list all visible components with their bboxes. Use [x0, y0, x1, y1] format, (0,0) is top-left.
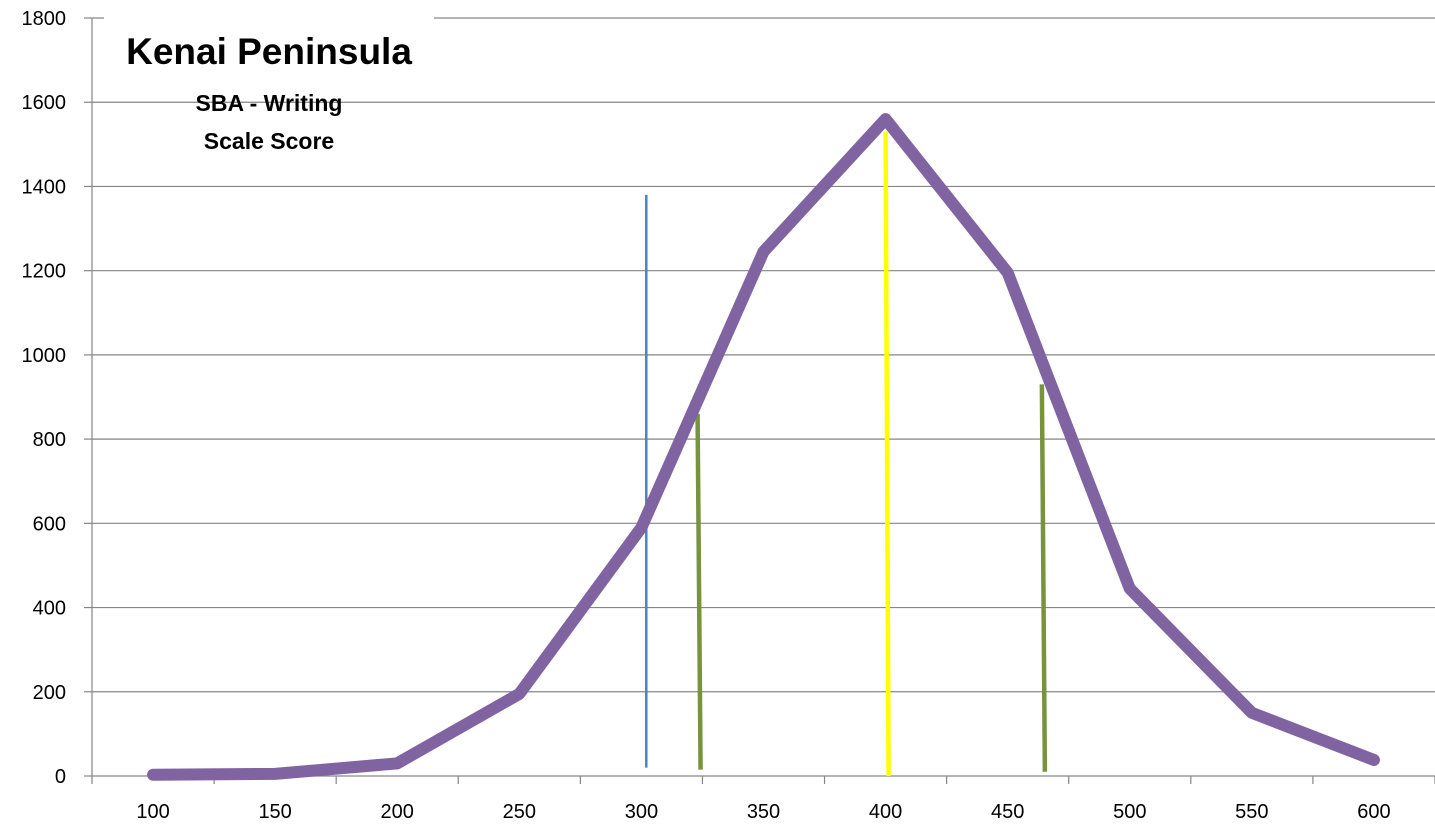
- x-tick-label-550: 550: [1235, 801, 1268, 823]
- y-tick-label-800: 800: [33, 429, 66, 451]
- x-tick-label-600: 600: [1357, 801, 1390, 823]
- chart-subtitle-line-2: Scale Score: [203, 128, 335, 154]
- x-tick-label-450: 450: [991, 801, 1024, 823]
- reference-lines: [645, 131, 1048, 777]
- data-series: [147, 113, 1380, 781]
- y-tick-label-400: 400: [33, 598, 66, 620]
- y-tick-label-1800: 1800: [22, 8, 67, 30]
- gridlines: [92, 17, 1435, 693]
- x-tick-label-200: 200: [381, 801, 414, 823]
- reference-line-2: [695, 413, 703, 770]
- y-tick-label-1600: 1600: [22, 92, 67, 114]
- y-tick-label-1400: 1400: [22, 176, 67, 198]
- y-tick-label-1000: 1000: [22, 345, 67, 367]
- x-tick-label-500: 500: [1113, 801, 1146, 823]
- y-tick-label-0: 0: [55, 766, 66, 788]
- x-tick-label-350: 350: [747, 801, 780, 823]
- y-tick-label-200: 200: [33, 682, 66, 704]
- chart-title-box: [104, 16, 434, 100]
- x-tick-label-100: 100: [136, 801, 169, 823]
- chart-subtitle-line-1: SBA - Writing: [195, 90, 343, 116]
- x-tick-labels: 100 150 200 250 300 350 400 450 500 550 600: [136, 801, 1390, 823]
- x-tick-label-250: 250: [503, 801, 536, 823]
- reference-line-3: [883, 131, 891, 777]
- y-tick-labels: 0 200 400 600 800 1000 1200 1400 1600 1800: [22, 8, 67, 788]
- reference-line-4: [1039, 384, 1048, 772]
- y-tick-label-1200: 1200: [22, 261, 67, 283]
- y-tick-label-600: 600: [33, 513, 66, 535]
- series-line-1: [147, 113, 1380, 781]
- x-tick-label-150: 150: [258, 801, 291, 823]
- chart-title: Kenai Peninsula: [126, 31, 412, 72]
- x-tick-label-400: 400: [869, 801, 902, 823]
- x-tick-label-300: 300: [625, 801, 658, 823]
